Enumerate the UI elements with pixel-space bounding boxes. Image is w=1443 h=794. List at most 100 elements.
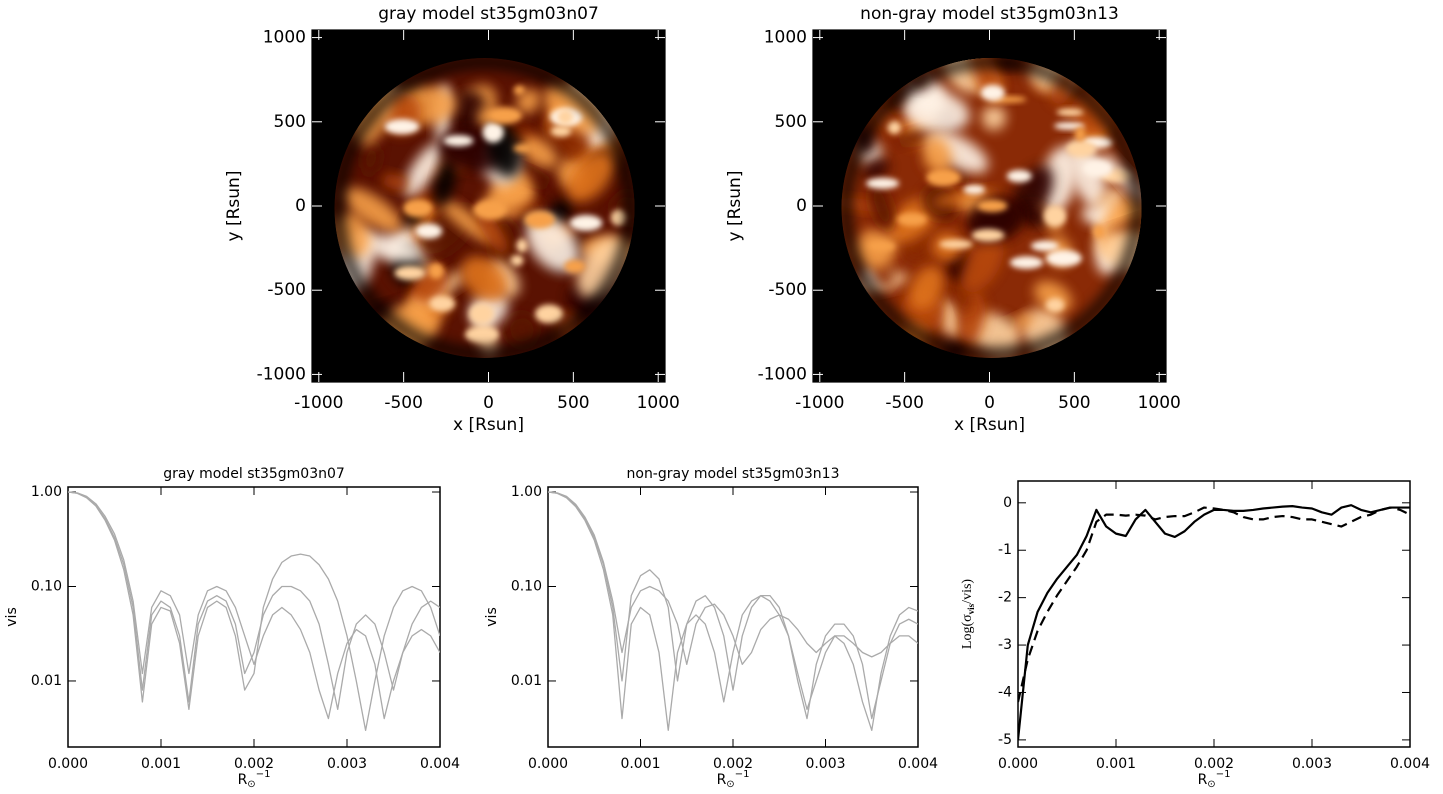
x-tick-label: 0.004 — [898, 756, 938, 772]
bright-granule — [516, 238, 528, 253]
bright-granule — [550, 125, 572, 137]
y-tick-label: 1000 — [764, 28, 807, 48]
bright-granule — [926, 168, 961, 187]
x-axis-label: R⊙−1 — [238, 769, 271, 790]
panel: 0.000 0.001 0.002 0.003 0.004 0.01 0.10 1.00 non… — [484, 466, 938, 790]
bright-granule — [1053, 122, 1085, 130]
bright-granule — [513, 144, 532, 153]
y-tick-label: -3 — [998, 637, 1012, 653]
bright-granule — [487, 107, 523, 124]
x-tick-label: 0 — [984, 393, 995, 413]
y-tick-label: 0.01 — [31, 673, 62, 689]
y-tick-label: 0.10 — [31, 578, 62, 594]
panel-title: gray model st35gm03n07 — [378, 4, 599, 24]
granule — [353, 233, 423, 263]
granule — [909, 266, 944, 311]
bright-granule — [569, 214, 603, 232]
bright-granule — [472, 199, 507, 220]
granule — [960, 237, 1004, 293]
plot-frame — [67, 486, 441, 748]
granule — [478, 211, 508, 254]
granule — [403, 142, 443, 197]
x-axis-label: x [Rsun] — [453, 415, 524, 435]
series-line — [68, 491, 440, 720]
bright-granule — [977, 199, 1008, 213]
x-axis-label-sub: ⊙ — [726, 779, 734, 790]
x-axis-label: R⊙−1 — [1198, 769, 1231, 790]
x-axis-label-sup: −1 — [1216, 769, 1231, 780]
y-axis-label: y [Rsun] — [725, 171, 745, 242]
bright-granule — [482, 122, 504, 143]
bright-granule — [1009, 256, 1044, 269]
bright-granule — [1082, 158, 1114, 178]
y-tick-label: -500 — [768, 280, 807, 300]
granule — [567, 151, 616, 203]
y-axis-label: y [Rsun] — [224, 171, 244, 242]
bright-granule — [415, 223, 443, 239]
x-axis-label-sub: ⊙ — [247, 779, 255, 790]
panel: 0.000 0.001 0.002 0.003 0.004 -5 -4 -3 -2 -1 0 R⊙−1… — [960, 480, 1430, 790]
granule — [342, 187, 403, 233]
y-axis-label: vis — [484, 607, 500, 626]
y-axis-label: vis — [4, 607, 20, 626]
granule — [981, 105, 1007, 131]
y-tick-label: -500 — [267, 280, 306, 300]
y-axis-label-rest: /vis) — [960, 579, 975, 604]
y-tick-label: -1000 — [257, 364, 306, 384]
granule — [505, 313, 539, 347]
bright-granule — [1093, 224, 1105, 239]
bright-granule — [867, 241, 896, 252]
x-tick-label: 0.000 — [528, 756, 568, 772]
panel: -1000 -500 0 500 1000 -1000 -500 0 500 1000 non-gr… — [725, 4, 1181, 435]
x-tick-label: 0.004 — [1390, 756, 1430, 772]
bright-granule — [523, 210, 555, 229]
series-line — [548, 491, 918, 732]
bright-granule — [939, 239, 974, 249]
x-tick-label: 0.001 — [620, 756, 660, 772]
y-axis-label: Log(σvis/vis) — [960, 579, 976, 650]
panel-title: non-gray model st35gm03n13 — [860, 4, 1119, 24]
x-tick-label: 0.001 — [1096, 756, 1136, 772]
bright-granule — [513, 85, 525, 95]
series-group — [548, 491, 918, 732]
x-axis-label: x [Rsun] — [954, 415, 1025, 435]
granule — [1019, 203, 1048, 229]
series-line — [548, 491, 918, 720]
x-tick-label: 0.002 — [1194, 756, 1234, 772]
granule — [952, 274, 971, 314]
x-tick-label: 0.001 — [141, 756, 181, 772]
y-tick-label: -4 — [998, 684, 1012, 700]
bright-granule — [394, 265, 426, 281]
bright-granule — [971, 228, 1005, 242]
y-tick-label: 0 — [796, 196, 807, 216]
granule — [904, 235, 929, 260]
x-tick-label: 0.004 — [420, 756, 460, 772]
x-tick-label: 0.000 — [998, 756, 1038, 772]
y-tick-label: -1 — [998, 542, 1012, 558]
bright-granule — [534, 304, 564, 324]
bright-granule — [610, 209, 627, 226]
y-tick-label: 1.00 — [31, 484, 62, 500]
x-axis-label-sup: −1 — [735, 769, 750, 780]
panel: -1000 -500 0 500 1000 -1000 -500 0 500 1000 gray m… — [224, 4, 680, 435]
bright-granule — [963, 184, 986, 195]
y-tick-label: 0 — [1003, 495, 1012, 511]
x-axis-label-sup: −1 — [256, 769, 271, 780]
panel: 0.000 0.001 0.002 0.003 0.004 0.01 0.10 1.00 gra… — [4, 466, 460, 790]
bright-granule — [464, 326, 500, 344]
plot-frame — [547, 486, 919, 748]
bright-granule — [557, 109, 574, 125]
star-image — [334, 58, 635, 358]
bright-granule — [443, 135, 474, 147]
granule — [516, 88, 541, 114]
granule — [922, 136, 952, 174]
x-tick-label: 0.003 — [327, 756, 367, 772]
granule — [381, 174, 408, 190]
bright-granule — [1045, 297, 1065, 313]
panel-title: non-gray model st35gm03n13 — [627, 466, 840, 482]
granule — [520, 136, 559, 169]
granule — [440, 199, 494, 243]
x-tick-label: 0.002 — [713, 756, 753, 772]
bright-granule — [429, 295, 456, 312]
x-tick-label: -500 — [384, 393, 423, 413]
